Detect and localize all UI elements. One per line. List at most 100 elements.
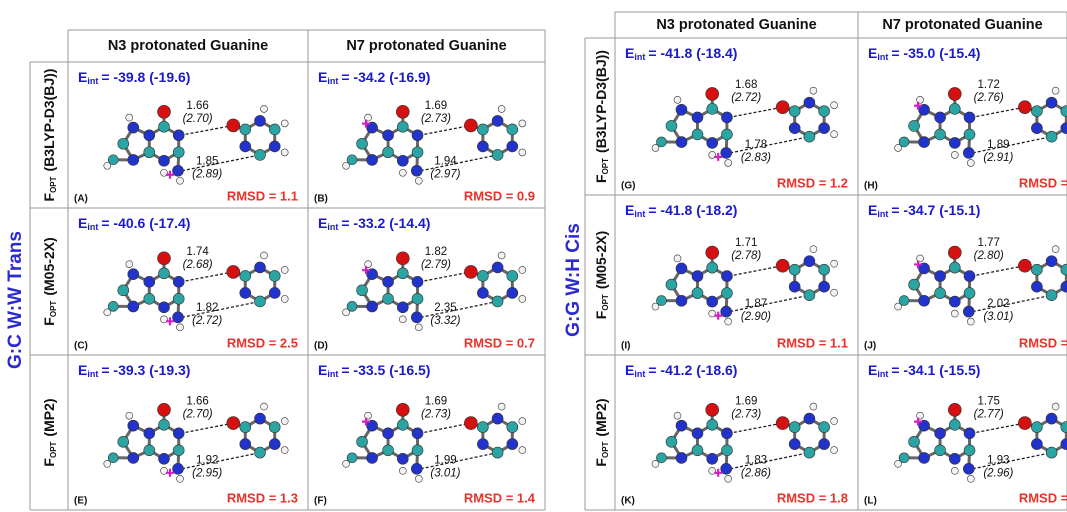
atom (1046, 413, 1057, 424)
atom (676, 137, 687, 148)
atom (396, 105, 409, 118)
atom (804, 97, 815, 108)
atom (492, 115, 503, 126)
atom (128, 301, 139, 312)
atom (397, 453, 408, 464)
atom (964, 129, 975, 140)
distance-paren: (2.90) (741, 311, 771, 323)
atom (397, 155, 408, 166)
rmsd-label: RMSD = 1.5 (1019, 490, 1067, 505)
row-label-method: (B3LYP-D3(BJ)) (593, 50, 609, 153)
rmsd-label: RMSD = 0.7 (464, 335, 535, 350)
hydrogen-bond (420, 125, 471, 135)
hydrogen-bond (729, 266, 783, 276)
energy-sub: int (327, 222, 338, 232)
distance-value: 1.66 (186, 100, 208, 112)
distance-value: 1.68 (735, 79, 757, 91)
distance-value: 1.69 (735, 396, 757, 408)
atom (1052, 403, 1059, 410)
atom (173, 463, 184, 474)
hydrogen-bond (730, 137, 809, 153)
atom (411, 312, 422, 323)
atom (281, 418, 288, 425)
atom (948, 403, 961, 416)
distance-value: 1.75 (977, 396, 999, 408)
energy-text: = -41.2 (-18.6) (648, 362, 737, 378)
atom (789, 281, 800, 292)
atom (964, 271, 975, 282)
atom (949, 137, 960, 148)
distance-paren: (2.70) (183, 409, 213, 421)
distance-paren: (3.32) (430, 315, 460, 327)
atom (963, 306, 974, 317)
energy-text: = -39.3 (-19.3) (101, 362, 190, 378)
atom (357, 285, 368, 296)
atom (126, 114, 133, 121)
atom (676, 263, 687, 274)
atom (692, 428, 703, 439)
atom (1031, 264, 1042, 275)
atom (692, 129, 703, 140)
atom (477, 287, 488, 298)
atom (281, 149, 288, 156)
atom (108, 453, 118, 463)
hydrogen-bond (730, 453, 809, 469)
rmsd-label: RMSD = 2.5 (227, 335, 298, 350)
atom (477, 141, 488, 152)
atom (255, 262, 266, 273)
atom (706, 246, 719, 259)
atom (692, 271, 703, 282)
energy-sub: int (634, 52, 645, 62)
distance-value: 1.89 (987, 139, 1009, 151)
energy-label: Eint= -33.2 (-14.4) (318, 215, 430, 233)
atom (919, 295, 930, 306)
atom (831, 289, 838, 296)
atom (383, 428, 394, 439)
rmsd-label: RMSD = 0.5 (1019, 175, 1067, 190)
distance-paren: (2.73) (421, 409, 451, 421)
atom (819, 281, 830, 292)
atom (789, 422, 800, 433)
energy-text: = -34.2 (-16.9) (341, 69, 430, 85)
distance-value: 1.99 (434, 454, 456, 466)
atom (477, 124, 488, 135)
atom (367, 452, 378, 463)
atom (721, 147, 732, 158)
atom (804, 256, 815, 267)
atom (831, 260, 838, 267)
atom (949, 453, 960, 464)
atom (1046, 447, 1057, 458)
distance-paren: (3.01) (983, 311, 1013, 323)
atom (173, 312, 184, 323)
atom (909, 279, 920, 290)
hydrogen-bond (972, 266, 1025, 276)
atom (158, 105, 171, 118)
energy-sub: int (634, 209, 645, 219)
distance-value: 1.71 (735, 237, 757, 249)
atom (692, 112, 703, 123)
atom (383, 293, 394, 304)
energy-symbol: E (78, 362, 87, 378)
atom (519, 149, 526, 156)
row-label-sub: OPT (49, 441, 58, 458)
atom (676, 420, 687, 431)
atom (255, 413, 266, 424)
atom (492, 149, 503, 160)
atom (831, 131, 838, 138)
distance-paren: (2.76) (974, 92, 1004, 104)
atom (964, 445, 975, 456)
atom (951, 310, 958, 317)
distance-value: 1.92 (196, 454, 218, 466)
atom (692, 445, 703, 456)
atom (261, 403, 268, 410)
energy-sub: int (87, 76, 98, 86)
atom (240, 270, 251, 281)
atom (948, 87, 961, 100)
energy-symbol: E (868, 362, 877, 378)
atom (967, 159, 974, 166)
atom (919, 452, 930, 463)
atom (819, 264, 830, 275)
atom (173, 293, 184, 304)
atom (707, 453, 718, 464)
panel-letter: (D) (314, 341, 328, 352)
